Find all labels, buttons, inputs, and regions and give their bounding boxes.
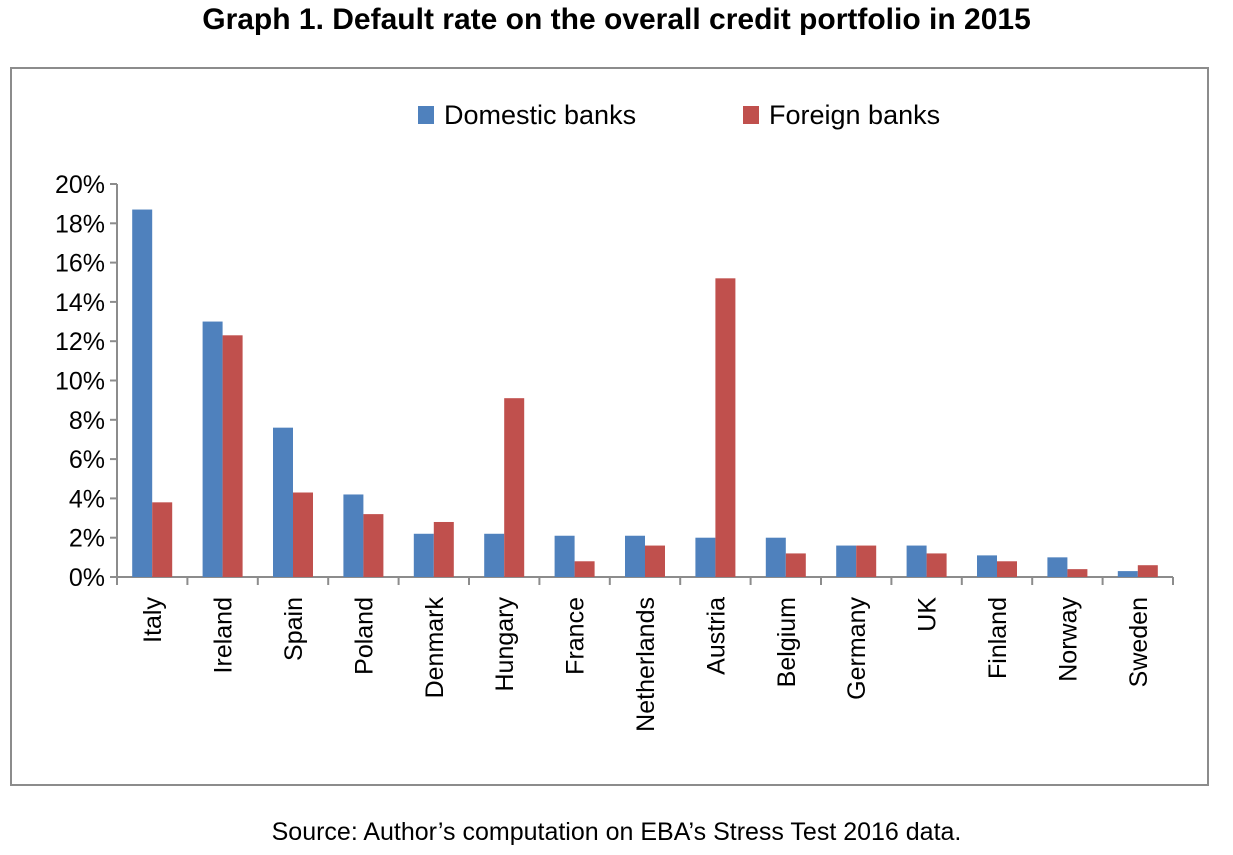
chart-frame: [10, 67, 1209, 786]
x-tick-label: Denmark: [421, 597, 449, 699]
bar-domestic-italy: [132, 209, 153, 578]
y-tick-label: 16%: [55, 250, 105, 278]
x-tick-label: Ireland: [210, 597, 238, 673]
y-tick-label: 8%: [69, 407, 105, 435]
y-tick-label: 4%: [69, 485, 105, 513]
x-tick-label: Belgium: [773, 597, 801, 687]
bar-domestic-austria: [695, 537, 716, 577]
bar-foreign-netherlands: [645, 545, 665, 577]
bar-foreign-hungary: [504, 398, 525, 577]
x-tick-label: Hungary: [491, 597, 519, 692]
x-tick-labels: Italy Ireland Spain Poland Denmark Hungary Fra…: [139, 597, 1153, 732]
x-tick-label: Germany: [843, 597, 871, 700]
bar-foreign-sweden: [1137, 565, 1158, 577]
bar-foreign-germany: [856, 545, 877, 577]
x-tick-label: Austria: [702, 597, 730, 675]
bar-foreign-spain: [293, 492, 313, 577]
legend-label: Foreign banks: [769, 100, 940, 130]
x-tick-label: Norway: [1054, 597, 1082, 682]
bar-domestic-germany: [836, 545, 857, 577]
chart-title: Graph 1. Default rate on the overall cre…: [202, 3, 1031, 36]
bar-domestic-ireland: [202, 321, 223, 577]
y-tick-label: 12%: [55, 328, 105, 356]
x-tick-label: UK: [914, 597, 942, 632]
bar-foreign-norway: [1067, 569, 1088, 577]
bar-domestic-denmark: [413, 533, 434, 577]
bar-foreign-italy: [152, 502, 173, 577]
x-tick-label: Netherlands: [632, 597, 660, 732]
bar-foreign-poland: [363, 514, 384, 577]
y-tick-label: 2%: [69, 525, 105, 553]
bar-domestic-belgium: [765, 537, 786, 577]
bar-foreign-france: [574, 561, 595, 577]
bars: [132, 209, 1158, 578]
x-tick-label: France: [562, 597, 590, 675]
bar-foreign-ireland: [222, 335, 243, 577]
source-note: Source: Author’s computation on EBA’s St…: [271, 818, 962, 846]
bar-domestic-poland: [343, 494, 364, 577]
bar-domestic-norway: [1047, 557, 1068, 577]
bar-foreign-denmark: [433, 521, 454, 577]
bar-foreign-uk: [926, 553, 947, 577]
bar-domestic-uk: [906, 545, 927, 577]
bar-foreign-finland: [997, 561, 1017, 577]
legend-swatch-foreign: [743, 106, 759, 124]
bar-domestic-sweden: [1117, 571, 1138, 577]
y-tick-label: 6%: [69, 446, 105, 474]
bar-domestic-hungary: [484, 533, 505, 577]
bar-domestic-netherlands: [625, 535, 645, 577]
bar-domestic-france: [554, 535, 575, 577]
bar-foreign-belgium: [785, 553, 806, 577]
bar-foreign-austria: [715, 278, 736, 577]
bar-domestic-spain: [273, 427, 293, 577]
x-tick-label: Spain: [280, 597, 308, 661]
y-tick-label: 14%: [55, 289, 105, 317]
y-tick-label: 20%: [55, 171, 105, 199]
legend-swatch-domestic: [418, 106, 434, 124]
y-tick-label: 18%: [55, 210, 105, 238]
bar-domestic-finland: [977, 555, 997, 577]
legend: Domestic banks Foreign banks: [418, 100, 940, 130]
x-tick-label: Poland: [350, 597, 378, 675]
x-tick-label: Sweden: [1125, 597, 1153, 687]
legend-label: Domestic banks: [444, 100, 636, 130]
x-tick-label: Italy: [139, 597, 167, 643]
y-tick-label: 10%: [55, 368, 105, 396]
y-tick-label: 0%: [69, 564, 105, 592]
x-tick-label: Finland: [984, 597, 1012, 679]
